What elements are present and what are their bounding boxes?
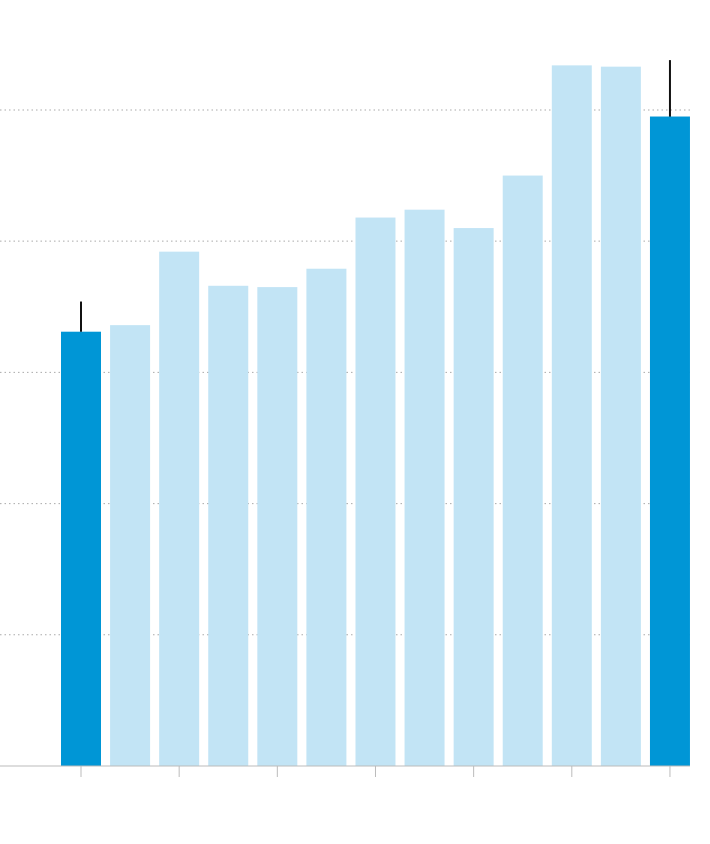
bar	[208, 285, 249, 766]
bar	[649, 116, 690, 766]
bar	[355, 217, 396, 766]
bar	[551, 65, 592, 767]
bar	[61, 331, 101, 766]
bar	[306, 268, 347, 766]
bar	[110, 325, 151, 766]
bar	[453, 228, 494, 766]
bar	[404, 209, 445, 767]
bar	[159, 251, 200, 767]
bar	[257, 287, 298, 766]
bar	[600, 66, 641, 767]
bar	[502, 175, 543, 766]
